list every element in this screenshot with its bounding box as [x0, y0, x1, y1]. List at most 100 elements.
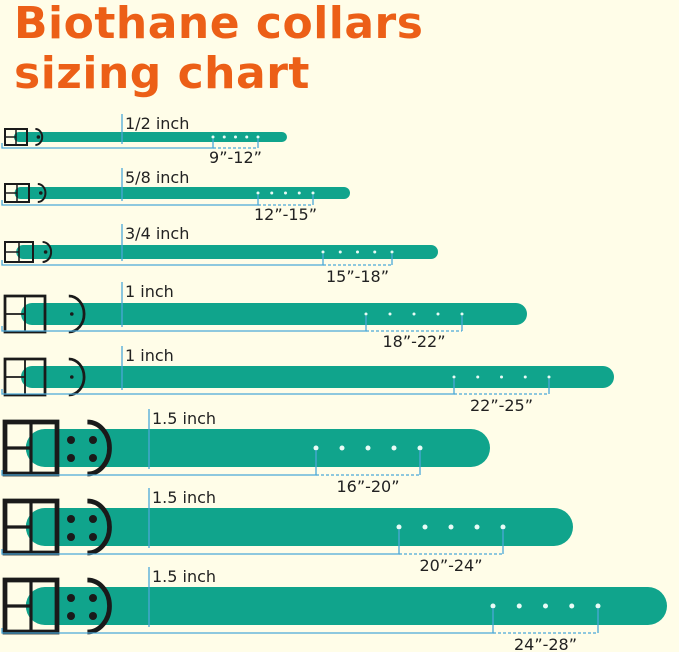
hole: [547, 375, 551, 379]
size-range-label: 24”-28”: [514, 635, 577, 652]
hole: [365, 445, 371, 451]
collar-8: 1.5 inch 24”-28”: [1, 567, 668, 652]
title-line-1: Biothane collars: [14, 0, 424, 49]
rivet-icon: [89, 436, 97, 444]
collar-6: 1.5 inch 16”-20”: [1, 409, 491, 496]
hole: [211, 135, 215, 139]
hole: [339, 445, 345, 451]
hole: [452, 375, 456, 379]
hole: [297, 191, 301, 195]
rivet-icon: [36, 135, 41, 139]
strap: [21, 303, 527, 325]
hole: [222, 135, 226, 139]
hole: [364, 312, 368, 316]
size-range-label: 12”-15”: [254, 205, 317, 224]
collar-4: 1 inch 18”-22”: [1, 282, 527, 351]
hole: [543, 603, 548, 609]
hole: [595, 603, 601, 609]
strap: [13, 132, 288, 142]
width-label: 1 inch: [125, 346, 174, 365]
rivet-icon: [39, 191, 43, 195]
hole: [284, 191, 287, 195]
hole: [256, 191, 260, 195]
length-bracket: [1, 379, 455, 395]
strap: [25, 429, 491, 467]
hole: [417, 445, 423, 451]
rivet-icon: [89, 454, 97, 462]
collar-3: 3/4 inch 15”-18”: [1, 224, 438, 286]
hole: [234, 135, 237, 139]
hole: [460, 312, 464, 316]
hole: [270, 191, 274, 195]
hole: [396, 524, 402, 530]
rivet-icon: [67, 515, 75, 523]
hole: [500, 375, 503, 379]
width-label: 1.5 inch: [152, 409, 216, 428]
collar-1: 1/2 inch 9”-12”: [1, 114, 288, 167]
length-bracket: [1, 316, 367, 332]
hole: [356, 250, 359, 254]
rivet-icon: [67, 612, 75, 620]
size-range-label: 20”-24”: [419, 556, 482, 575]
hole: [338, 250, 342, 254]
rivet-icon: [89, 533, 97, 541]
d-ring-icon: [87, 498, 112, 556]
size-range-label: 15”-18”: [326, 267, 389, 286]
width-label: 1.5 inch: [152, 567, 216, 586]
hole: [436, 312, 440, 316]
hole: [321, 250, 325, 254]
collar-2: 5/8 inch 12”-15”: [1, 168, 350, 224]
hole: [311, 191, 315, 195]
hole: [448, 524, 454, 530]
d-ring-icon: [87, 577, 112, 635]
hole: [390, 250, 394, 254]
hole: [523, 375, 527, 379]
hole: [422, 524, 428, 530]
collar-5: 1 inch 22”-25”: [1, 346, 614, 415]
rivet-icon: [70, 312, 74, 316]
hole: [516, 603, 522, 609]
length-bracket: [1, 529, 400, 555]
hole: [476, 375, 480, 379]
width-label: 3/4 inch: [125, 224, 189, 243]
rivet-icon: [67, 533, 75, 541]
size-range-label: 16”-20”: [336, 477, 399, 496]
size-range-label: 9”-12”: [209, 148, 262, 167]
width-label: 5/8 inch: [125, 168, 189, 187]
hole: [245, 135, 249, 139]
width-label: 1.5 inch: [152, 488, 216, 507]
rivet-icon: [70, 375, 74, 379]
strap: [25, 587, 668, 625]
rivet-icon: [43, 250, 48, 254]
rivet-icon: [67, 594, 75, 602]
hole: [490, 603, 496, 609]
d-ring-icon: [37, 183, 47, 203]
hole: [388, 312, 392, 316]
hole: [391, 445, 397, 451]
rivet-icon: [89, 612, 97, 620]
rivet-icon: [67, 436, 75, 444]
hole: [412, 312, 416, 316]
d-ring-icon: [42, 241, 53, 263]
width-label: 1/2 inch: [125, 114, 189, 133]
length-bracket: [1, 195, 259, 206]
size-range-label: 22”-25”: [470, 396, 533, 415]
hole: [569, 603, 575, 609]
length-bracket: [1, 139, 214, 149]
title-line-2: sizing chart: [14, 48, 310, 99]
hole: [256, 135, 260, 139]
length-bracket: [1, 254, 324, 266]
strap: [14, 187, 350, 199]
length-bracket: [1, 608, 494, 634]
hole: [373, 250, 377, 254]
width-label: 1 inch: [125, 282, 174, 301]
hole: [313, 445, 319, 451]
rivet-icon: [89, 515, 97, 523]
collar-7: 1.5 inch 20”-24”: [1, 488, 574, 575]
rivet-icon: [89, 594, 97, 602]
rivet-icon: [67, 454, 75, 462]
size-range-label: 18”-22”: [382, 332, 445, 351]
d-ring-icon: [35, 128, 44, 146]
strap: [21, 366, 614, 388]
